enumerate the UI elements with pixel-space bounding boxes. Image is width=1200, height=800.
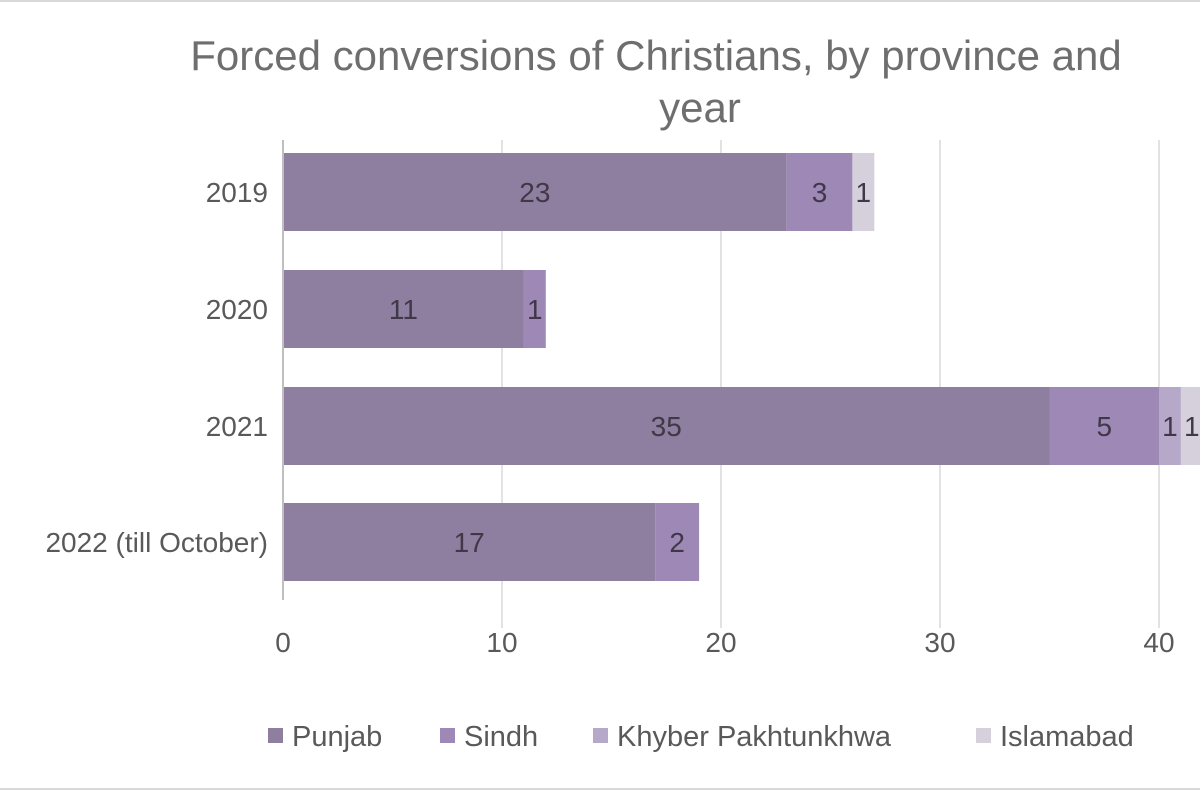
category-label-2021: 2021 — [206, 411, 268, 442]
legend-item-sindh: Sindh — [440, 721, 538, 753]
x-tick-label-20: 20 — [705, 627, 736, 658]
legend-swatch-khyber-pakhtunkhwa — [593, 728, 608, 743]
bar-2022-till-october-sindh — [655, 503, 700, 581]
legend-item-islamabad: Islamabad — [976, 721, 1134, 753]
bar-2020-sindh — [523, 270, 546, 348]
category-label-2022-till-october: 2022 (till October) — [45, 527, 268, 558]
bar-2021-islamabad — [1180, 387, 1200, 465]
chart-title-line-1: Forced conversions of Christians, by pro… — [190, 32, 1121, 79]
legend-swatch-islamabad — [976, 728, 991, 743]
x-tick-labels: 0 10 20 30 40 — [275, 627, 1174, 658]
bar-2021-sindh — [1049, 387, 1159, 465]
data-label-2022-till-october-sindh: 2 — [669, 527, 685, 558]
x-tick-label-10: 10 — [486, 627, 517, 658]
bar-2020-punjab — [283, 270, 524, 348]
legend-swatch-sindh — [440, 728, 455, 743]
legend-label-islamabad: Islamabad — [1000, 721, 1134, 753]
x-tick-label-0: 0 — [275, 627, 291, 658]
bar-2019-sindh — [786, 153, 853, 231]
category-labels: 2019 2020 2021 2022 (till October) — [45, 177, 268, 558]
legend-label-sindh: Sindh — [464, 721, 538, 753]
data-label-2019-punjab: 23 — [519, 177, 550, 208]
data-label-2021-khyber-pakhtunkhwa: 1 — [1162, 411, 1178, 442]
data-label-2021-punjab: 35 — [651, 411, 682, 442]
bar-2019-islamabad — [852, 153, 875, 231]
bar-2021-punjab — [283, 387, 1050, 465]
data-label-2021-islamabad: 1 — [1184, 411, 1200, 442]
category-label-2019: 2019 — [206, 177, 268, 208]
legend-item-punjab: Punjab — [268, 721, 382, 753]
chart-title-line-2: year — [659, 84, 741, 131]
data-label-2021-sindh: 5 — [1096, 411, 1112, 442]
legend-item-khyber-pakhtunkhwa: Khyber Pakhtunkhwa — [593, 721, 892, 753]
data-label-2019-sindh: 3 — [812, 177, 828, 208]
data-label-2020-sindh: 1 — [527, 294, 543, 325]
legend-label-punjab: Punjab — [292, 721, 382, 753]
data-label-2019-islamabad: 1 — [856, 177, 872, 208]
legend-label-khyber-pakhtunkhwa: Khyber Pakhtunkhwa — [617, 721, 892, 753]
bar-2022-till-october-punjab — [283, 503, 656, 581]
chart-title: Forced conversions of Christians, by pro… — [190, 32, 1121, 131]
legend-swatch-punjab — [268, 728, 283, 743]
bar-2021-khyber-pakhtunkhwa — [1159, 387, 1181, 465]
bars: 23 3 111 135 5 1 117 2 — [283, 153, 1200, 581]
data-label-2022-till-october-punjab: 17 — [454, 527, 485, 558]
bar-2019-punjab — [283, 153, 787, 231]
x-tick-label-30: 30 — [924, 627, 955, 658]
category-label-2020: 2020 — [206, 294, 268, 325]
x-tick-label-40: 40 — [1143, 627, 1174, 658]
data-label-2020-punjab: 11 — [389, 294, 418, 325]
legend: Punjab Sindh Khyber Pakhtunkhwa Islamabad — [268, 721, 1134, 753]
